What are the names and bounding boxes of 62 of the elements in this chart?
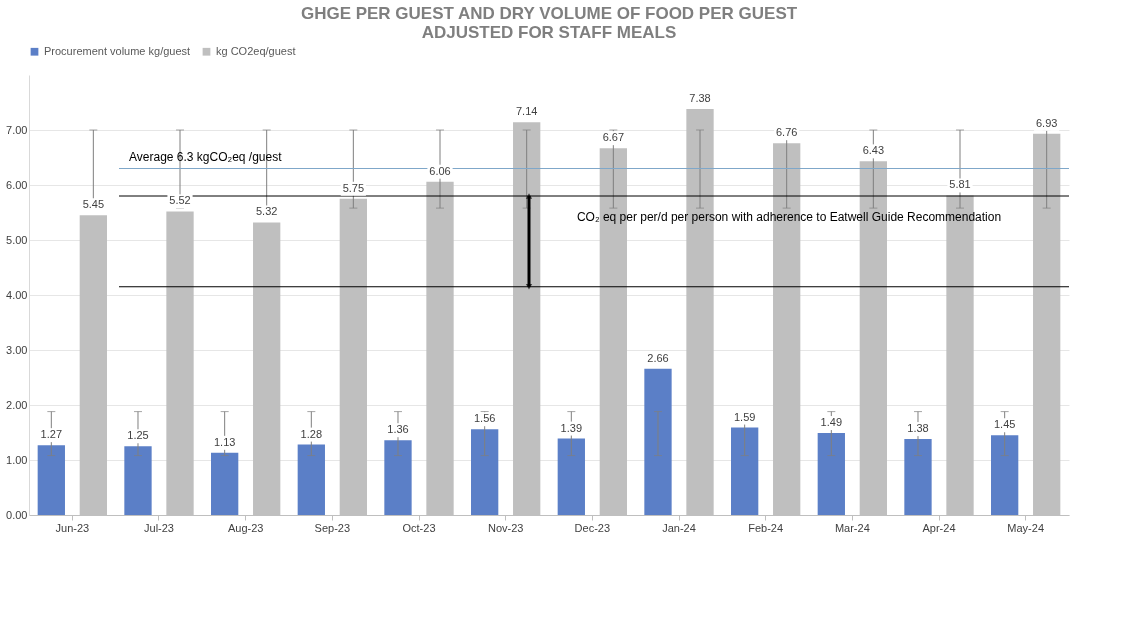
- data-label: 1.56: [473, 412, 496, 425]
- data-label: 1.45: [993, 418, 1016, 431]
- bar: [644, 368, 672, 515]
- data-label: 5.75: [342, 181, 365, 194]
- data-label: 1.27: [40, 428, 63, 441]
- data-label: 5.52: [169, 194, 191, 207]
- legend-label: kg CO2eq/guest: [216, 44, 296, 57]
- text: GHGE PER GUEST AND DRY VOLUME OF FOOD PER GUEST: [300, 4, 798, 23]
- text: ADJUSTED FOR STAFF MEALS: [421, 23, 677, 42]
- data-label: 5.45: [82, 198, 105, 211]
- bar: [124, 446, 152, 515]
- y-tick-label: 4.00: [6, 288, 28, 301]
- data-label: 6.93: [1035, 116, 1058, 129]
- bar: [471, 429, 499, 515]
- bar: [384, 440, 412, 515]
- y-tick-label: 1.00: [6, 453, 28, 466]
- data-label: 7.14: [515, 105, 538, 118]
- x-tick-label: Jun-23: [55, 521, 90, 534]
- bar: [731, 427, 759, 515]
- data-label: 5.81: [949, 178, 971, 191]
- y-tick-label: 0.00: [6, 508, 28, 521]
- y-tick-label: 2.00: [6, 398, 28, 411]
- data-label: 1.36: [387, 423, 409, 436]
- data-label: 1.49: [820, 416, 843, 429]
- ref-line-label: Average 6.3 kgCO₂eq /guest: [129, 149, 283, 164]
- annotation: CO₂ eq per per/d per person with adherence to Eatwell Guide Recommendation: [576, 209, 1002, 224]
- bar: [817, 433, 845, 515]
- data-label: 2.66: [647, 351, 669, 364]
- bar: [297, 444, 325, 515]
- data-label: 6.06: [429, 164, 451, 177]
- data-label: 6.76: [775, 126, 798, 139]
- data-label: 1.13: [213, 435, 236, 448]
- x-tick-label: Nov-23: [487, 521, 524, 534]
- bar: [557, 438, 585, 515]
- bar: [211, 452, 239, 515]
- data-label: 1.25: [127, 429, 149, 442]
- data-label: 7.38: [689, 92, 711, 105]
- data-label: 6.43: [862, 144, 885, 157]
- y-tick-label: 3.00: [6, 343, 28, 356]
- x-tick-label: Jan-24: [662, 521, 696, 534]
- data-label: 1.59: [733, 410, 756, 423]
- x-tick-label: Sep-23: [314, 521, 351, 534]
- y-tick-label: 7.00: [6, 123, 28, 136]
- data-label: 1.38: [907, 422, 929, 435]
- x-tick-label: May-24: [1007, 521, 1045, 534]
- bar: [37, 445, 65, 515]
- x-tick-label: Feb-24: [748, 521, 784, 534]
- x-tick-label: Mar-24: [834, 521, 870, 534]
- bar: [991, 435, 1019, 515]
- bar: [904, 439, 932, 515]
- x-tick-label: Oct-23: [402, 521, 436, 534]
- legend-label: Procurement volume kg/guest: [44, 44, 191, 57]
- data-label: 6.67: [602, 131, 625, 144]
- data-label: 5.32: [255, 205, 278, 218]
- y-tick-label: 6.00: [6, 178, 28, 191]
- y-tick-label: 5.00: [6, 233, 28, 246]
- x-tick-label: Jul-23: [144, 521, 174, 534]
- data-label: 1.39: [560, 421, 583, 434]
- x-tick-label: Aug-23: [227, 521, 264, 534]
- x-tick-label: Apr-24: [922, 521, 956, 534]
- x-tick-label: Dec-23: [574, 521, 611, 534]
- data-label: 1.28: [300, 427, 323, 440]
